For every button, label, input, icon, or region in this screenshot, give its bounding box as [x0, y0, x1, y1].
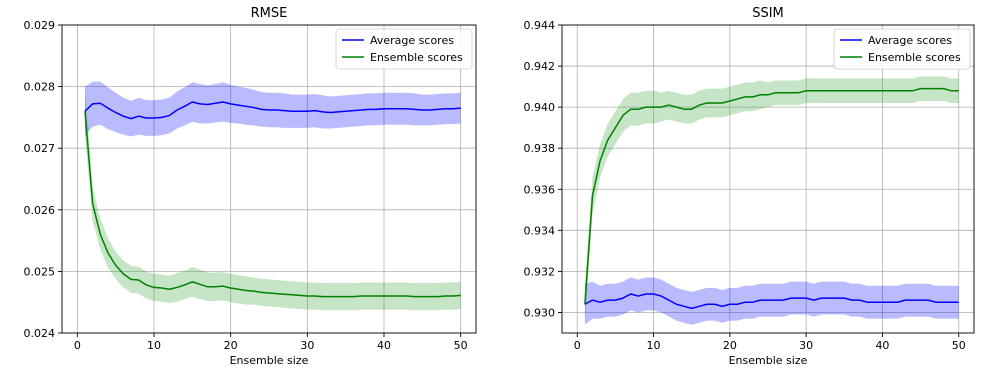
- x-tick-label: 10: [647, 339, 661, 352]
- y-tick-label: 0.027: [24, 142, 56, 155]
- chart-title: SSIM: [752, 6, 784, 21]
- axes-frame: [561, 24, 975, 334]
- y-tick-label: 0.938: [524, 142, 556, 155]
- x-tick-label: 20: [723, 339, 737, 352]
- legend-label: Average scores: [868, 34, 952, 47]
- y-tick-label: 0.940: [524, 101, 556, 114]
- y-tick-label: 0.025: [24, 265, 56, 278]
- confidence-band-average: [85, 81, 461, 137]
- x-tick-label: 0: [74, 339, 81, 352]
- series-line-average: [84, 101, 461, 120]
- y-tick-label: 0.944: [524, 19, 556, 32]
- confidence-band-ensemble: [85, 86, 461, 311]
- series-line-ensemble: [84, 111, 461, 298]
- legend-box: [335, 28, 473, 70]
- legend: Average scores Ensemble scores: [833, 28, 971, 70]
- y-tick-label: 0.936: [524, 183, 556, 196]
- x-tick-label: 40: [377, 339, 391, 352]
- y-tick-label: 0.942: [524, 60, 556, 73]
- ssim-panel: 0 10 20 30 40 50 0.930 0.932 0.934 0.936 0.938 0.94…: [524, 6, 975, 367]
- legend-label: Ensemble scores: [868, 51, 961, 64]
- x-tick-label: 30: [799, 339, 813, 352]
- y-tick-label: 0.930: [524, 306, 556, 319]
- x-axis-label: Ensemble size: [230, 354, 309, 367]
- y-tick-label: 0.029: [24, 19, 56, 32]
- legend-box: [833, 28, 971, 70]
- y-tick-label: 0.934: [524, 224, 556, 237]
- series-line-ensemble: [584, 87, 959, 305]
- x-tick-label: 50: [454, 339, 468, 352]
- x-tick-label: 30: [300, 339, 314, 352]
- x-tick-label: 20: [224, 339, 238, 352]
- axes-frame: [61, 24, 477, 334]
- rmse-panel: 0 10 20 30 40 50 0.024 0.025 0.026 0.027 0.028 0.02…: [24, 6, 477, 367]
- y-tick-label: 0.028: [24, 81, 56, 94]
- chart-title: RMSE: [251, 6, 288, 21]
- x-tick-label: 0: [574, 339, 581, 352]
- x-tick-label: 50: [952, 339, 966, 352]
- y-tick-label: 0.932: [524, 265, 556, 278]
- legend: Average scores Ensemble scores: [335, 28, 473, 70]
- confidence-band-average: [584, 277, 959, 325]
- y-tick-label: 0.024: [24, 327, 56, 340]
- x-tick-label: 40: [875, 339, 889, 352]
- series-line-average: [584, 293, 959, 310]
- legend-label: Ensemble scores: [370, 51, 463, 64]
- legend-label: Average scores: [370, 34, 454, 47]
- x-tick-label: 10: [147, 339, 161, 352]
- x-axis-label: Ensemble size: [729, 354, 808, 367]
- y-tick-label: 0.026: [24, 204, 56, 217]
- confidence-band-ensemble: [584, 76, 959, 325]
